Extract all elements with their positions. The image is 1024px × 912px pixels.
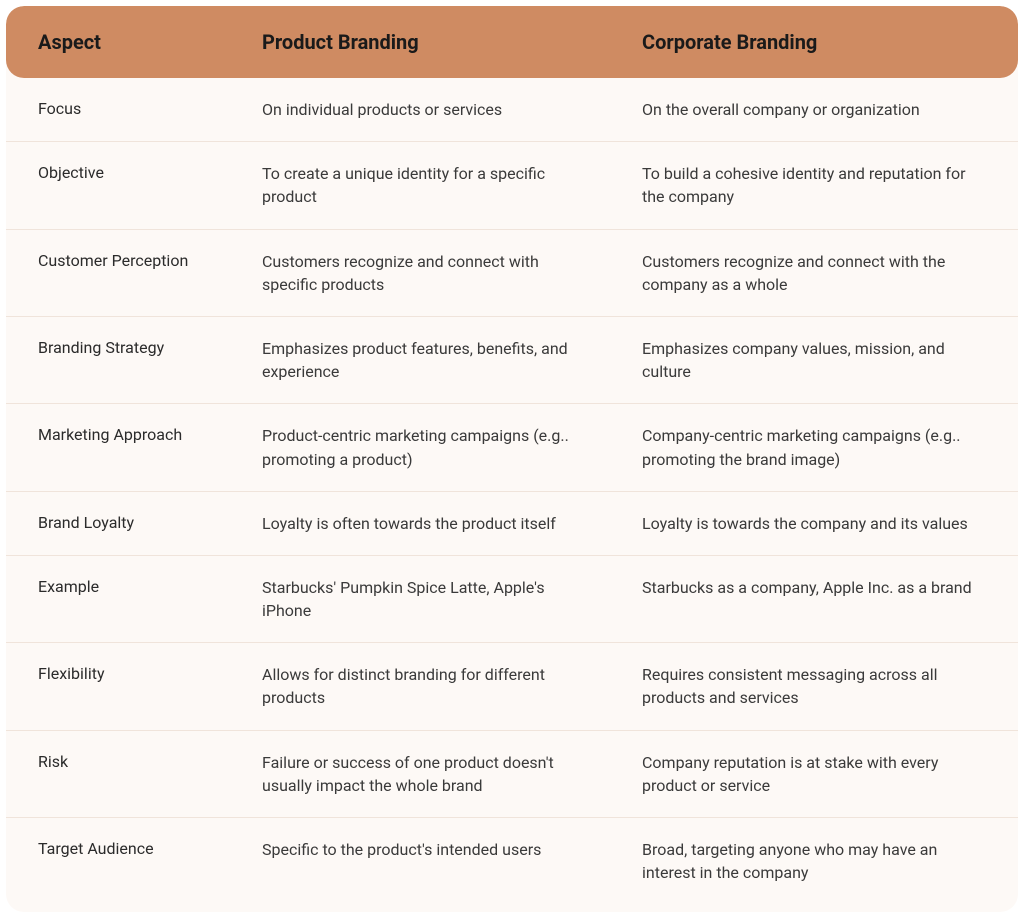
cell-aspect: Brand Loyalty [6, 512, 246, 535]
table-row: FocusOn individual products or servicesO… [6, 78, 1018, 142]
table-header-row: Aspect Product Branding Corporate Brandi… [6, 6, 1018, 78]
cell-aspect: Marketing Approach [6, 424, 246, 470]
cell-corporate: Emphasizes company values, mission, and … [626, 337, 1018, 383]
table-row: RiskFailure or success of one product do… [6, 731, 1018, 818]
cell-corporate: Loyalty is towards the company and its v… [626, 512, 1018, 535]
cell-aspect: Objective [6, 162, 246, 208]
cell-aspect: Target Audience [6, 838, 246, 884]
cell-corporate: Requires consistent messaging across all… [626, 663, 1018, 709]
cell-corporate: On the overall company or organization [626, 98, 1018, 121]
table-row: Target AudienceSpecific to the product's… [6, 818, 1018, 912]
cell-product: Product-centric marketing campaigns (e.g… [246, 424, 626, 470]
cell-product: To create a unique identity for a specif… [246, 162, 626, 208]
table-row: FlexibilityAllows for distinct branding … [6, 643, 1018, 730]
cell-product: Emphasizes product features, benefits, a… [246, 337, 626, 383]
table-row: ExampleStarbucks' Pumpkin Spice Latte, A… [6, 556, 1018, 643]
cell-aspect: Flexibility [6, 663, 246, 709]
cell-aspect: Risk [6, 751, 246, 797]
column-header-product: Product Branding [246, 30, 626, 54]
cell-product: On individual products or services [246, 98, 626, 121]
cell-aspect: Example [6, 576, 246, 622]
table-row: Customer PerceptionCustomers recognize a… [6, 230, 1018, 317]
table-body: FocusOn individual products or servicesO… [6, 78, 1018, 912]
comparison-table-card: Aspect Product Branding Corporate Brandi… [6, 6, 1018, 912]
cell-corporate: Company-centric marketing campaigns (e.g… [626, 424, 1018, 470]
table-row: Brand LoyaltyLoyalty is often towards th… [6, 492, 1018, 556]
cell-product: Failure or success of one product doesn'… [246, 751, 626, 797]
cell-corporate: Customers recognize and connect with the… [626, 250, 1018, 296]
cell-aspect: Focus [6, 98, 246, 121]
cell-aspect: Branding Strategy [6, 337, 246, 383]
column-header-corporate: Corporate Branding [626, 30, 1018, 54]
cell-product: Loyalty is often towards the product its… [246, 512, 626, 535]
table-row: Marketing ApproachProduct-centric market… [6, 404, 1018, 491]
cell-corporate: Broad, targeting anyone who may have an … [626, 838, 1018, 884]
table-row: Branding StrategyEmphasizes product feat… [6, 317, 1018, 404]
cell-product: Starbucks' Pumpkin Spice Latte, Apple's … [246, 576, 626, 622]
cell-product: Specific to the product's intended users [246, 838, 626, 884]
cell-aspect: Customer Perception [6, 250, 246, 296]
cell-corporate: To build a cohesive identity and reputat… [626, 162, 1018, 208]
column-header-aspect: Aspect [6, 30, 246, 54]
cell-product: Allows for distinct branding for differe… [246, 663, 626, 709]
cell-product: Customers recognize and connect with spe… [246, 250, 626, 296]
table-row: ObjectiveTo create a unique identity for… [6, 142, 1018, 229]
cell-corporate: Starbucks as a company, Apple Inc. as a … [626, 576, 1018, 622]
cell-corporate: Company reputation is at stake with ever… [626, 751, 1018, 797]
